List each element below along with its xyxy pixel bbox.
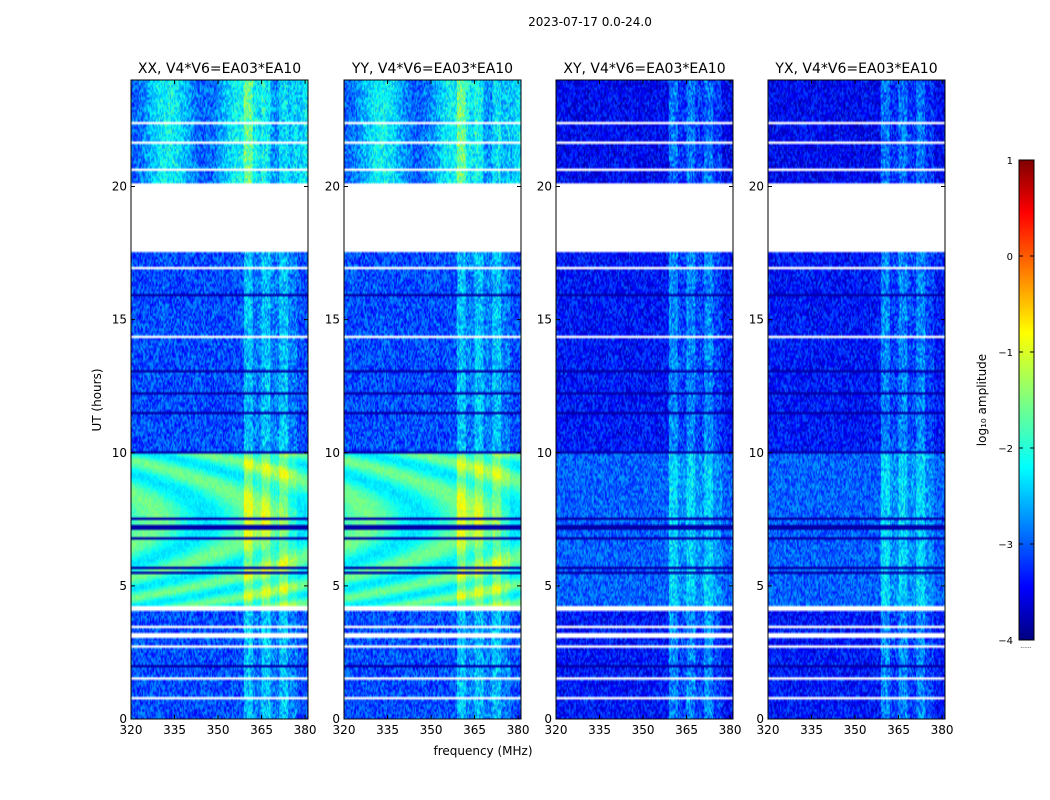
panel-2: XY, V4*V6=EA03*EA10 320 335 350 365 380 0 5 10 15… (537, 61, 742, 737)
x-axis-label: frequency (MHz) (433, 744, 532, 758)
y-tick-label: 15 (112, 313, 127, 327)
x-tick-label: 350 (632, 723, 655, 737)
colorbar-gradient (1018, 159, 1035, 641)
y-tick-label: 15 (749, 313, 764, 327)
heatmap-image (131, 80, 308, 719)
y-tick-label: 20 (537, 180, 552, 194)
y-axis-label: UT (hours) (90, 368, 104, 431)
y-tick-label: 10 (112, 446, 127, 460)
panel-title: XY, V4*V6=EA03*EA10 (563, 61, 725, 77)
x-tick-label: 335 (800, 723, 823, 737)
y-tick-label: 15 (325, 313, 340, 327)
panel-title: YX, V4*V6=EA03*EA10 (774, 61, 937, 77)
x-tick-label: 380 (294, 723, 317, 737)
colorbar-label: log₁₀ amplitude (975, 354, 989, 446)
y-tick-label: 0 (332, 712, 340, 726)
panel-frame (130, 79, 309, 720)
x-tick-label: 350 (207, 723, 230, 737)
y-tick-label: 0 (119, 712, 127, 726)
x-tick-label: 380 (719, 723, 742, 737)
y-tick-label: 15 (537, 313, 552, 327)
y-tick-label: 0 (756, 712, 764, 726)
y-tick-label: 10 (749, 446, 764, 460)
panel-title: YY, V4*V6=EA03*EA10 (351, 61, 513, 77)
x-tick-label: 380 (931, 723, 954, 737)
y-tick-label: 10 (325, 446, 340, 460)
y-tick-label: 20 (325, 180, 340, 194)
heatmap-image (556, 80, 733, 719)
panel-3: YX, V4*V6=EA03*EA10 320 335 350 365 380 0 5 10 15… (749, 61, 954, 737)
colorbar-tick-label: −4 (998, 636, 1013, 647)
heatmap-image (344, 80, 521, 719)
x-tick-label: 320 (120, 723, 143, 737)
x-tick-label: 350 (844, 723, 867, 737)
panel-frame (343, 79, 522, 720)
x-tick-label: 365 (463, 723, 486, 737)
panel-frame (767, 79, 946, 720)
panel-title: XX, V4*V6=EA03*EA10 (138, 61, 301, 77)
y-tick-label: 20 (112, 180, 127, 194)
x-tick-label: 320 (333, 723, 356, 737)
panel-1: YY, V4*V6=EA03*EA10 320 335 350 365 380 0 5 10 15… (325, 61, 530, 737)
x-tick-label: 335 (588, 723, 611, 737)
colorbar-tick-label: 0 (1007, 252, 1013, 263)
x-tick-label: 335 (163, 723, 186, 737)
y-tick-label: 20 (749, 180, 764, 194)
x-tick-label: 365 (250, 723, 273, 737)
y-tick-label: 0 (544, 712, 552, 726)
colorbar: 1 0 −1 −2 −3 −4 log₁₀ amplitude ...... (975, 156, 1035, 650)
panel-0: XX, V4*V6=EA03*EA10 320 335 350 365 380 0 5 10 15… (112, 61, 317, 737)
colorbar-footer: ...... (1020, 643, 1032, 650)
panel-frame (555, 79, 734, 720)
colorbar-tick-label: −3 (998, 540, 1013, 551)
y-tick-label: 10 (537, 446, 552, 460)
y-tick-label: 5 (544, 579, 552, 593)
figure-suptitle: 2023-07-17 0.0-24.0 (528, 15, 652, 29)
colorbar-tick-label: 1 (1007, 156, 1013, 167)
heatmap-image (768, 80, 945, 719)
x-tick-label: 320 (545, 723, 568, 737)
colorbar-tick-label: −2 (998, 444, 1013, 455)
x-tick-label: 365 (675, 723, 698, 737)
x-tick-label: 365 (887, 723, 910, 737)
colorbar-tick-label: −1 (998, 348, 1013, 359)
y-tick-label: 5 (332, 579, 340, 593)
x-tick-label: 380 (507, 723, 530, 737)
y-tick-label: 5 (756, 579, 764, 593)
x-tick-label: 320 (757, 723, 780, 737)
x-tick-label: 350 (420, 723, 443, 737)
y-tick-label: 5 (119, 579, 127, 593)
x-tick-label: 335 (376, 723, 399, 737)
